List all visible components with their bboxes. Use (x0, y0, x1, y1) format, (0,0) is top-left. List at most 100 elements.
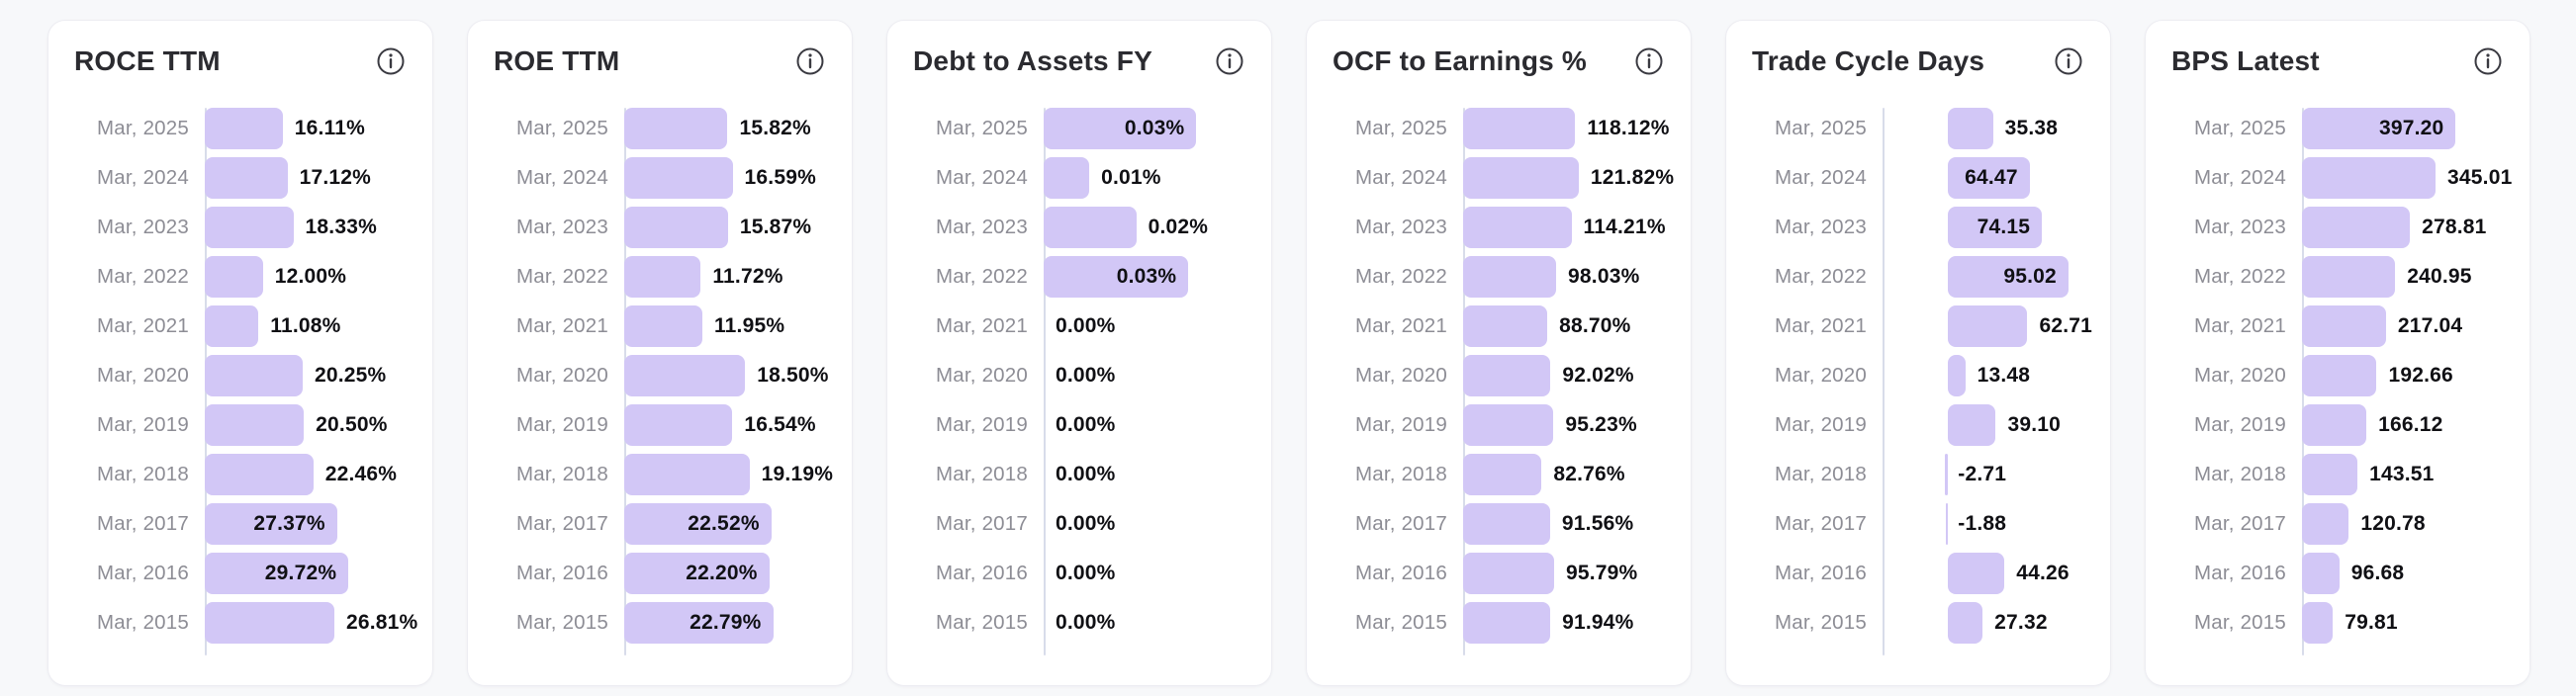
plot-area: 98.03% (1463, 256, 1665, 298)
info-button[interactable] (1633, 45, 1665, 77)
value-bar[interactable] (205, 305, 259, 347)
value-bar[interactable] (1463, 454, 1542, 495)
value-bar[interactable] (1463, 355, 1551, 396)
value-bar[interactable] (2302, 503, 2349, 545)
category-label: Mar, 2023 (2194, 216, 2286, 238)
chart-row: Mar, 2025 118.12% (1333, 104, 1669, 153)
value-bar[interactable] (1948, 207, 2043, 248)
value-bar[interactable] (205, 355, 303, 396)
plot-area: 92.02% (1463, 355, 1665, 396)
value-bar[interactable] (624, 553, 770, 594)
value-bar[interactable] (1948, 404, 1996, 446)
value-bar[interactable] (205, 503, 337, 545)
category-label: Mar, 2023 (97, 216, 189, 238)
value-bar[interactable] (205, 553, 349, 594)
info-button[interactable] (2053, 45, 2084, 77)
value-bar[interactable] (1044, 108, 1197, 149)
plot-area: 0.03% (1044, 256, 1245, 298)
value-bar[interactable] (1944, 454, 1949, 495)
value-bar[interactable] (1044, 207, 1137, 248)
value-bar[interactable] (205, 256, 263, 298)
value-bar[interactable] (1463, 503, 1550, 545)
value-bar[interactable] (2302, 454, 2358, 495)
value-bar[interactable] (1463, 256, 1557, 298)
value-bar[interactable] (624, 503, 772, 545)
value-label: 121.82% (1590, 166, 1675, 189)
category-label: Mar, 2018 (2194, 463, 2286, 485)
value-bar[interactable] (2302, 553, 2340, 594)
value-bar[interactable] (624, 355, 746, 396)
chart-row: Mar, 2018 143.51 (2171, 450, 2504, 499)
chart-row: Mar, 2015 27.32 (1752, 598, 2084, 648)
value-label: 22.46% (324, 463, 398, 485)
chart-row: Mar, 2024 345.01 (2171, 153, 2512, 203)
plot-area: 82.76% (1463, 454, 1665, 495)
value-bar[interactable] (2302, 404, 2367, 446)
chart-row: Mar, 2025 15.82% (494, 104, 826, 153)
value-bar[interactable] (2302, 207, 2411, 248)
value-bar[interactable] (1463, 553, 1554, 594)
value-bar[interactable] (624, 157, 733, 199)
info-button[interactable] (375, 45, 407, 77)
category-label: Mar, 2017 (936, 512, 1028, 535)
value-bar[interactable] (1948, 256, 2069, 298)
category-label: Mar, 2023 (516, 216, 608, 238)
info-icon (796, 47, 824, 75)
value-bar[interactable] (624, 256, 701, 298)
value-bar[interactable] (624, 108, 728, 149)
value-bar[interactable] (2302, 256, 2396, 298)
value-label: 0.03% (1116, 265, 1177, 288)
chart-row: Mar, 2022 12.00% (74, 252, 407, 302)
value-bar[interactable] (1948, 355, 1966, 396)
category-label: Mar, 2020 (2194, 364, 2286, 387)
value-bar[interactable] (1945, 503, 1949, 545)
value-bar[interactable] (205, 108, 283, 149)
category-label: Mar, 2018 (1355, 463, 1447, 485)
category-label: Mar, 2016 (936, 562, 1028, 584)
category-label: Mar, 2017 (97, 512, 189, 535)
value-bar[interactable] (2302, 602, 2334, 644)
category-label: Mar, 2025 (2194, 117, 2286, 139)
value-bar[interactable] (205, 454, 314, 495)
value-bar[interactable] (1044, 256, 1189, 298)
value-bar[interactable] (1463, 305, 1548, 347)
value-bar[interactable] (1463, 207, 1572, 248)
value-bar[interactable] (2302, 108, 2456, 149)
category-label: Mar, 2022 (516, 265, 608, 288)
value-bar[interactable] (1948, 553, 2005, 594)
chart-row: Mar, 2023 114.21% (1333, 203, 1666, 252)
value-bar[interactable] (1463, 602, 1551, 644)
value-bar[interactable] (2302, 157, 2437, 199)
value-bar[interactable] (1948, 108, 1993, 149)
value-bar[interactable] (205, 404, 305, 446)
plot-area: 27.37% (205, 503, 407, 545)
value-bar[interactable] (205, 157, 288, 199)
value-bar[interactable] (624, 602, 774, 644)
value-bar[interactable] (1948, 157, 2030, 199)
value-bar[interactable] (2302, 305, 2386, 347)
value-bar[interactable] (1463, 404, 1554, 446)
value-bar[interactable] (1948, 602, 1983, 644)
value-bar[interactable] (1948, 305, 2028, 347)
value-bar[interactable] (1463, 157, 1579, 199)
value-bar[interactable] (624, 404, 733, 446)
value-label: 118.12% (1587, 117, 1670, 139)
value-bar[interactable] (2302, 355, 2377, 396)
info-button[interactable] (2472, 45, 2504, 77)
plot-area: 120.78 (2302, 503, 2504, 545)
value-bar[interactable] (624, 454, 750, 495)
value-bar[interactable] (205, 602, 334, 644)
value-bar[interactable] (1044, 157, 1090, 199)
value-bar[interactable] (1463, 108, 1576, 149)
value-bar[interactable] (624, 207, 728, 248)
category-label: Mar, 2015 (1355, 611, 1447, 634)
info-button[interactable] (794, 45, 826, 77)
info-button[interactable] (1214, 45, 1245, 77)
value-bar[interactable] (205, 207, 294, 248)
value-bar[interactable] (624, 305, 702, 347)
category-label: Mar, 2018 (97, 463, 189, 485)
plot-area: 22.46% (205, 454, 407, 495)
value-label: 64.47 (1965, 166, 2018, 189)
category-label: Mar, 2020 (1355, 364, 1447, 387)
